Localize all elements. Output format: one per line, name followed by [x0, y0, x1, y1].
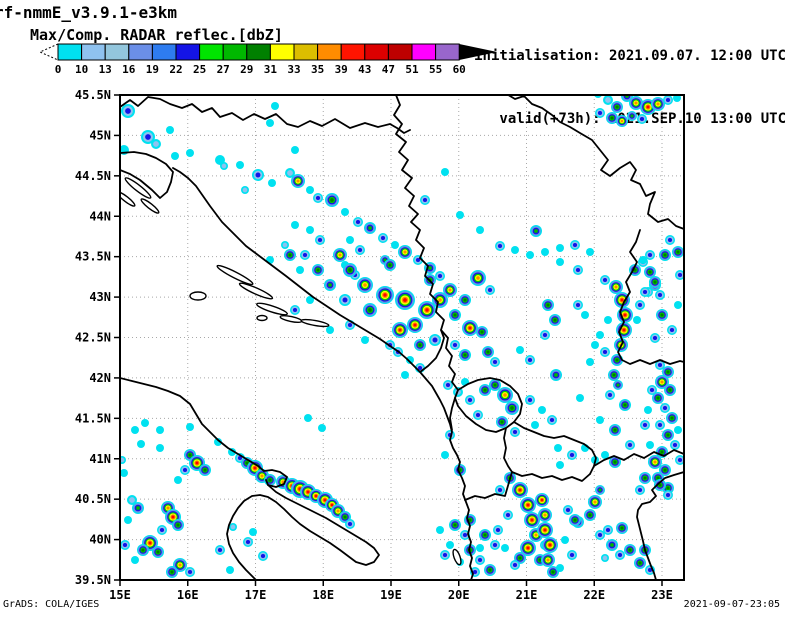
lat-tick-label: 40.5N [75, 492, 111, 506]
lat-tick-label: 42N [89, 371, 111, 385]
colorbar-overflow-arrow [459, 44, 498, 60]
colorbar-tick-label: 35 [311, 63, 324, 76]
colorbar-tick-label: 43 [358, 63, 371, 76]
colorbar-tick-label: 31 [264, 63, 278, 76]
lat-tick-label: 40N [89, 533, 111, 547]
model-title: rf-nmmE_v3.9.1-e3km [0, 3, 178, 22]
colorbar-tick-label: 55 [429, 63, 442, 76]
colorbar-segment [411, 43, 437, 61]
colorbar-tick-label: 27 [217, 63, 230, 76]
lon-tick-label: 15E [109, 588, 131, 602]
lon-tick-label: 18E [312, 588, 334, 602]
radar-echo-cells [120, 95, 684, 578]
lat-tick-label: 45.5N [75, 88, 111, 102]
coastlines-and-borders [120, 95, 684, 580]
lat-tick-label: 44.5N [75, 169, 111, 183]
colorbar-segment [246, 43, 271, 61]
lat-tick-label: 39.5N [75, 573, 111, 587]
lon-tick-label: 19E [380, 588, 402, 602]
colorbar-tick-label: 29 [240, 63, 253, 76]
init-time-label: initialisation: 2021.09.07. 12:00 UTC [474, 48, 786, 64]
colorbar-segment [317, 43, 342, 61]
colorbar-tick-label: 33 [287, 63, 300, 76]
forecast-times: initialisation: 2021.09.07. 12:00 UTC va… [474, 4, 786, 172]
colorbar-segment [387, 43, 413, 61]
lon-tick-label: 22E [583, 588, 605, 602]
lon-tick-label: 16E [177, 588, 199, 602]
lon-tick-label: 21E [516, 588, 538, 602]
colorbar-segment [199, 43, 224, 61]
colorbar-tick-label: 10 [75, 63, 88, 76]
colorbar-segment [104, 43, 130, 61]
colorbar-tick-label: 47 [382, 63, 395, 76]
colorbar-tick-label: 51 [405, 63, 419, 76]
colorbar-segment [151, 43, 177, 61]
lon-tick-label: 20E [448, 588, 470, 602]
lon-tick-label: 17E [245, 588, 267, 602]
colorbar-tick-label: 16 [122, 63, 136, 76]
colorbar-segment [435, 43, 460, 61]
lat-tick-label: 41N [89, 452, 111, 466]
grads-credit: GrADS: COLA/IGES [3, 599, 100, 610]
product-title: Max/Comp. RADAR reflec.[dbZ] [30, 26, 283, 44]
creation-timestamp: 2021-09-07-23:05 [683, 599, 780, 610]
colorbar-tick-label: 22 [169, 63, 182, 76]
lon-tick-label: 23E [651, 588, 673, 602]
lat-tick-label: 45N [89, 128, 111, 142]
colorbar: 0 10 13 16 19 22 25 27 29 31 33 35 39 43 47 51 55 60 [38, 43, 498, 76]
colorbar-segment [269, 43, 295, 61]
colorbar-tick-label: 25 [193, 63, 206, 76]
axis-labels: 45.5N 45N 44.5N 44N 43.5N 43N 42.5N 42N 41.5N 41N… [75, 88, 673, 602]
colorbar-segment [128, 43, 153, 61]
lat-tick-label: 44N [89, 209, 111, 223]
colorbar-segment [293, 43, 319, 61]
lat-tick-label: 43N [89, 290, 111, 304]
colorbar-tick-label: 19 [146, 63, 159, 76]
colorbar-tick-label: 0 [55, 63, 62, 76]
colorbar-segment [340, 43, 366, 61]
colorbar-underflow-arrow [38, 43, 59, 61]
colorbar-segment [57, 43, 83, 61]
colorbar-tick-label: 39 [335, 63, 348, 76]
colorbar-tick-label: 60 [453, 63, 466, 76]
lat-tick-label: 41.5N [75, 411, 111, 425]
colorbar-segment [364, 43, 389, 61]
colorbar-segment [222, 43, 248, 61]
lat-tick-label: 42.5N [75, 331, 111, 345]
colorbar-segment [81, 43, 106, 61]
lat-tick-label: 43.5N [75, 250, 111, 264]
colorbar-tick-label: 13 [99, 63, 112, 76]
colorbar-segment [175, 43, 201, 61]
